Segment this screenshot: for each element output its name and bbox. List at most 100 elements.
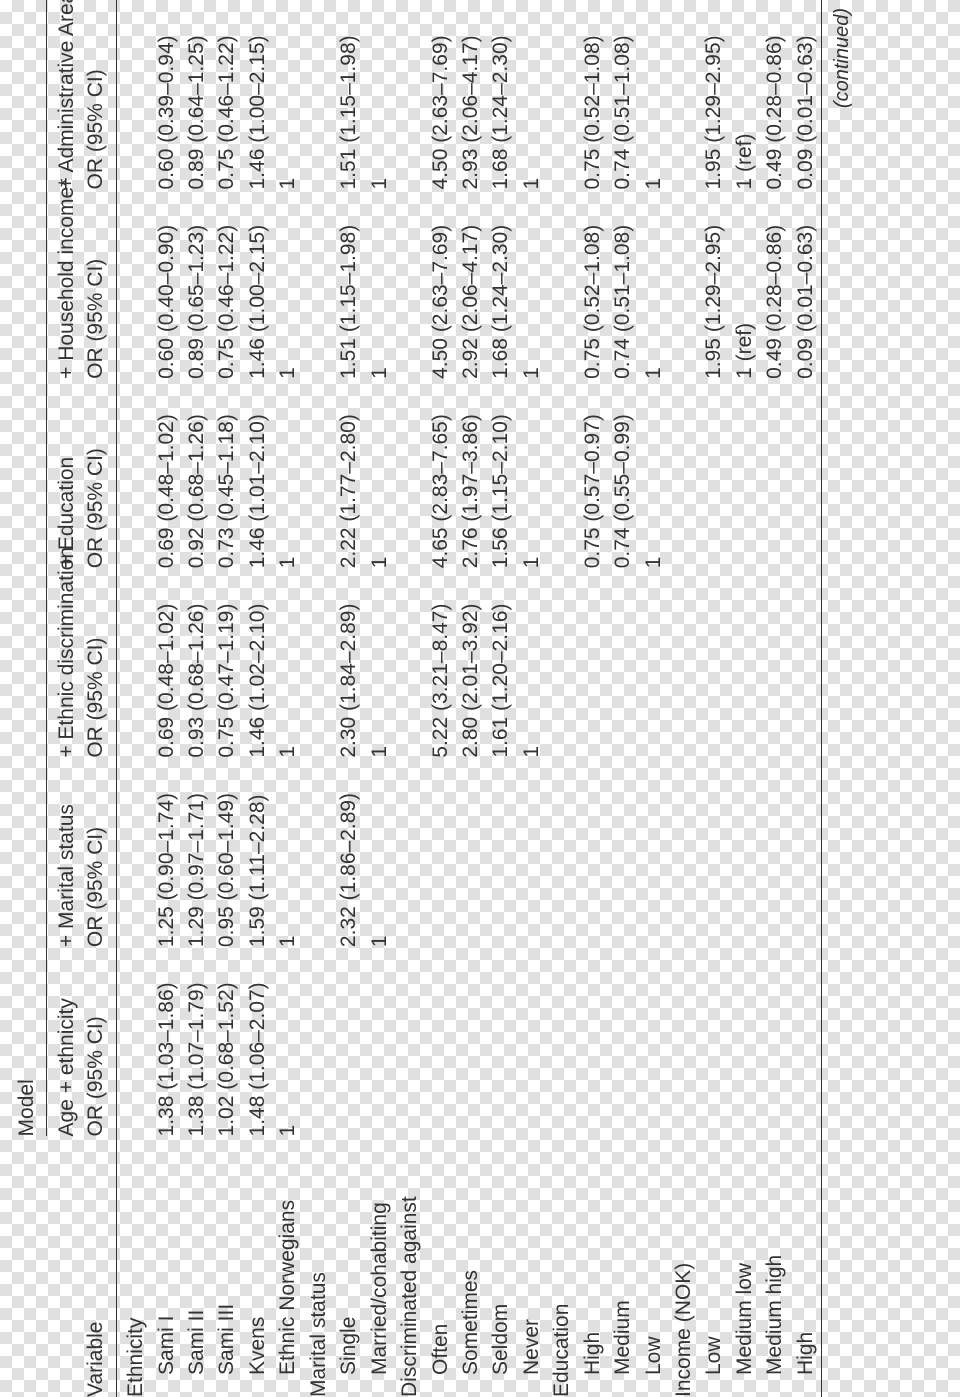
cell-value <box>699 568 729 757</box>
cell-value: 0.69 (0.48–1.02) <box>152 568 182 757</box>
row-label: Often <box>426 1136 456 1397</box>
row-label: Sami III <box>212 1136 242 1397</box>
row-label: High <box>791 1136 822 1397</box>
cell-value <box>578 758 608 947</box>
cell-value <box>699 758 729 947</box>
cell-value: 0.89 (0.64–1.25) <box>182 0 212 190</box>
cell-value <box>608 947 638 1136</box>
cell-value: 1 <box>365 190 395 379</box>
cell-value: 1.59 (1.11–2.28) <box>243 758 273 947</box>
col-header-4: + Household income* <box>47 190 81 379</box>
cell-value <box>791 758 822 947</box>
cell-value: 1 <box>639 190 669 379</box>
cell-value <box>791 947 822 1136</box>
cell-value: 0.74 (0.55–0.99) <box>608 379 638 568</box>
cell-value <box>699 947 729 1136</box>
cell-value <box>456 947 486 1136</box>
cell-value: 1.51 (1.15–1.98) <box>334 190 364 379</box>
cell-value: 1 <box>365 379 395 568</box>
cell-value: 0.74 (0.51–1.08) <box>608 0 638 190</box>
cell-value: 1.38 (1.03–1.86) <box>152 947 182 1136</box>
cell-value <box>608 568 638 757</box>
cell-value <box>608 758 638 947</box>
cell-value <box>456 758 486 947</box>
row-label: Single <box>334 1136 364 1397</box>
cell-value: 1 (ref) <box>730 190 760 379</box>
cell-value: 0.92 (0.68–1.26) <box>182 379 212 568</box>
or-ci-0: OR (95% CI) <box>82 947 117 1136</box>
cell-value <box>486 758 516 947</box>
cell-value: 0.09 (0.01–0.63) <box>791 190 822 379</box>
col-header-0: Age + ethnicity <box>47 947 81 1136</box>
col-header-2: + Ethnic discrimination <box>47 568 81 757</box>
cell-value: 2.30 (1.84–2.89) <box>334 568 364 757</box>
cell-value: 0.69 (0.48–1.02) <box>152 379 182 568</box>
row-label: Sami II <box>182 1136 212 1397</box>
cell-value: 2.92 (2.06–4.17) <box>456 190 486 379</box>
section-label: Education <box>547 1136 577 1397</box>
col-header-1: + Marital status <box>47 758 81 947</box>
or-ci-3: OR (95% CI) <box>82 379 117 568</box>
model-super-header: Model <box>0 0 47 1136</box>
cell-value: 2.32 (1.86–2.89) <box>334 758 364 947</box>
cell-value <box>639 568 669 757</box>
cell-value: 0.60 (0.39–0.94) <box>152 0 182 190</box>
cell-value: 2.22 (1.77–2.80) <box>334 379 364 568</box>
cell-value: 1 <box>639 0 669 190</box>
row-label: Married/cohabiting <box>365 1136 395 1397</box>
or-ci-1: OR (95% CI) <box>82 758 117 947</box>
cell-value: 1.46 (1.00–2.15) <box>243 190 273 379</box>
row-label: Medium low <box>730 1136 760 1397</box>
cell-value: 1.29 (0.97–1.71) <box>182 758 212 947</box>
cell-value: 1 (ref) <box>730 0 760 190</box>
cell-value: 4.50 (2.63–7.69) <box>426 0 456 190</box>
row-label: Sami I <box>152 1136 182 1397</box>
cell-value <box>578 568 608 757</box>
cell-value: 1 <box>517 568 547 757</box>
cell-value <box>578 947 608 1136</box>
cell-value <box>760 379 790 568</box>
cell-value: 0.09 (0.01–0.63) <box>791 0 822 190</box>
row-label: Sometimes <box>456 1136 486 1397</box>
cell-value: 0.49 (0.28–0.86) <box>760 0 790 190</box>
cell-value <box>639 947 669 1136</box>
cell-value: 1.51 (1.15–1.98) <box>334 0 364 190</box>
cell-value <box>426 947 456 1136</box>
cell-value <box>760 947 790 1136</box>
cell-value: 1.61 (1.20–2.16) <box>486 568 516 757</box>
or-ci-5: OR (95% CI) <box>82 0 117 190</box>
cell-value: 2.93 (2.06–4.17) <box>456 0 486 190</box>
col-header-3: + Education <box>47 379 81 568</box>
row-label: Seldom <box>486 1136 516 1397</box>
cell-value <box>517 758 547 947</box>
section-label: Marital status <box>304 1136 334 1397</box>
row-label: Low <box>639 1136 669 1397</box>
cell-value: 0.89 (0.65–1.23) <box>182 190 212 379</box>
cell-value: 1 <box>273 947 303 1136</box>
cell-value: 1 <box>273 568 303 757</box>
cell-value: 1 <box>273 758 303 947</box>
cell-value: 1 <box>517 379 547 568</box>
cell-value: 0.75 (0.57–0.97) <box>578 379 608 568</box>
cell-value: 0.75 (0.46–1.22) <box>212 190 242 379</box>
cell-value: 2.80 (2.01–3.92) <box>456 568 486 757</box>
cell-value: 1 <box>273 0 303 190</box>
row-label: Ethnic Norwegians <box>273 1136 303 1397</box>
row-label: Low <box>699 1136 729 1397</box>
cell-value <box>730 758 760 947</box>
continued-footer: (continued) <box>822 0 858 1397</box>
cell-value: 0.75 (0.52–1.08) <box>578 0 608 190</box>
cell-value <box>730 379 760 568</box>
section-label: Ethnicity <box>117 1136 152 1397</box>
cell-value <box>760 568 790 757</box>
cell-value: 1.56 (1.15–2.10) <box>486 379 516 568</box>
variable-header: Variable <box>82 1136 117 1397</box>
cell-value: 0.75 (0.46–1.22) <box>212 0 242 190</box>
cell-value: 2.76 (1.97–3.86) <box>456 379 486 568</box>
cell-value <box>791 568 822 757</box>
row-label: Kvens <box>243 1136 273 1397</box>
row-label: Medium high <box>760 1136 790 1397</box>
cell-value: 0.75 (0.52–1.08) <box>578 190 608 379</box>
cell-value: 4.50 (2.63–7.69) <box>426 190 456 379</box>
cell-value: 4.65 (2.83–7.65) <box>426 379 456 568</box>
